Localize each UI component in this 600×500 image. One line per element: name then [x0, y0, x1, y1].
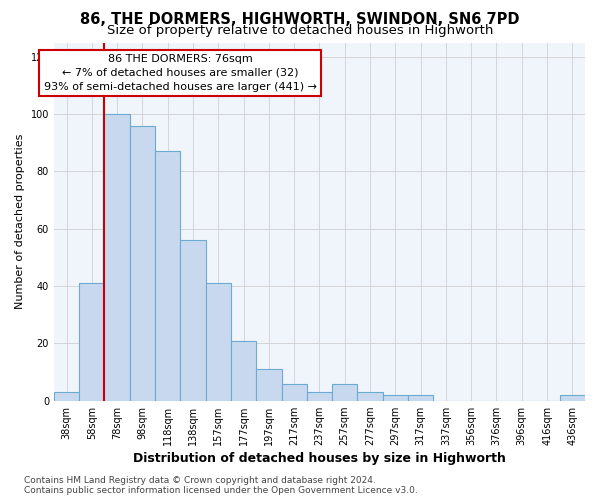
Text: 86, THE DORMERS, HIGHWORTH, SWINDON, SN6 7PD: 86, THE DORMERS, HIGHWORTH, SWINDON, SN6…: [80, 12, 520, 28]
Bar: [231, 340, 256, 400]
Bar: [383, 395, 408, 400]
Text: Size of property relative to detached houses in Highworth: Size of property relative to detached ho…: [107, 24, 493, 37]
Bar: [281, 384, 307, 400]
Bar: [560, 395, 585, 400]
Bar: [408, 395, 433, 400]
Text: Contains HM Land Registry data © Crown copyright and database right 2024.
Contai: Contains HM Land Registry data © Crown c…: [24, 476, 418, 495]
Bar: [155, 152, 181, 400]
Bar: [358, 392, 383, 400]
X-axis label: Distribution of detached houses by size in Highworth: Distribution of detached houses by size …: [133, 452, 506, 465]
Bar: [104, 114, 130, 401]
Bar: [332, 384, 358, 400]
Bar: [79, 283, 104, 401]
Bar: [54, 392, 79, 400]
Bar: [206, 283, 231, 401]
Bar: [130, 126, 155, 400]
Bar: [307, 392, 332, 400]
Bar: [256, 369, 281, 400]
Bar: [181, 240, 206, 400]
Y-axis label: Number of detached properties: Number of detached properties: [15, 134, 25, 310]
Text: 86 THE DORMERS: 76sqm
← 7% of detached houses are smaller (32)
93% of semi-detac: 86 THE DORMERS: 76sqm ← 7% of detached h…: [44, 54, 317, 92]
